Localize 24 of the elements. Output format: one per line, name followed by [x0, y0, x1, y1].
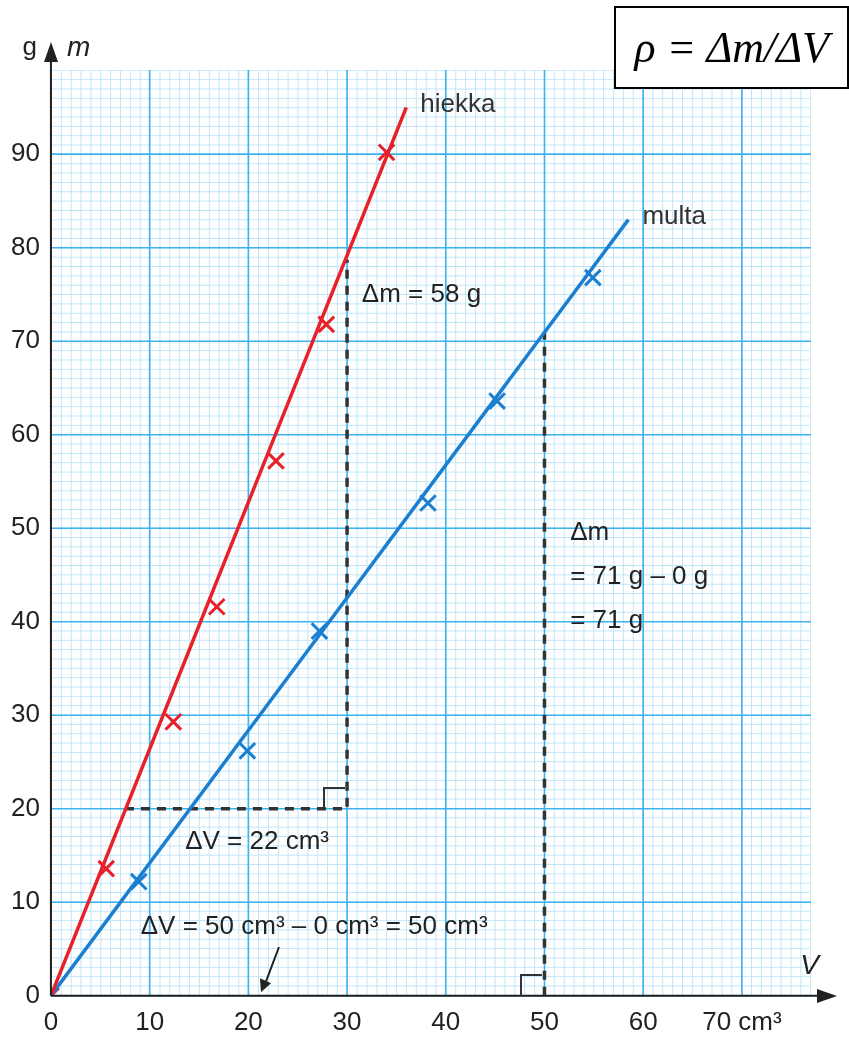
y-tick-label: 40 [11, 604, 40, 635]
x-tick-label: 20 [233, 1005, 263, 1036]
x-tick-label: 60 [628, 1005, 658, 1036]
y-tick-label: 90 [11, 137, 40, 168]
x-tick-label: 10 [135, 1005, 165, 1036]
y-tick-label: 70 [11, 324, 40, 355]
x-axis-title: V [800, 948, 822, 980]
series-label: multa [642, 199, 707, 230]
y-tick-label: 0 [25, 978, 40, 1009]
y-axis-title: m [66, 30, 91, 62]
y-tick-label: 30 [11, 698, 40, 729]
x-tick-label: 30 [332, 1005, 362, 1036]
y-tick-label: 80 [11, 230, 40, 261]
text: g [22, 31, 37, 62]
y-tick-label: 10 [11, 885, 40, 916]
y-tick-label: 60 [11, 417, 40, 448]
x-tick-label: 70 cm³ [702, 1005, 782, 1036]
x-tick-label: 50 [530, 1005, 559, 1036]
chart-title: ρ = Δm/ΔV [614, 6, 849, 89]
annotation: ΔV = 22 cm³ [185, 824, 330, 855]
x-tick-label: 0 [43, 1005, 59, 1036]
y-tick-label: 20 [11, 791, 40, 822]
x-tick-label: 40 [431, 1005, 461, 1036]
y-tick-label: 50 [11, 511, 40, 542]
